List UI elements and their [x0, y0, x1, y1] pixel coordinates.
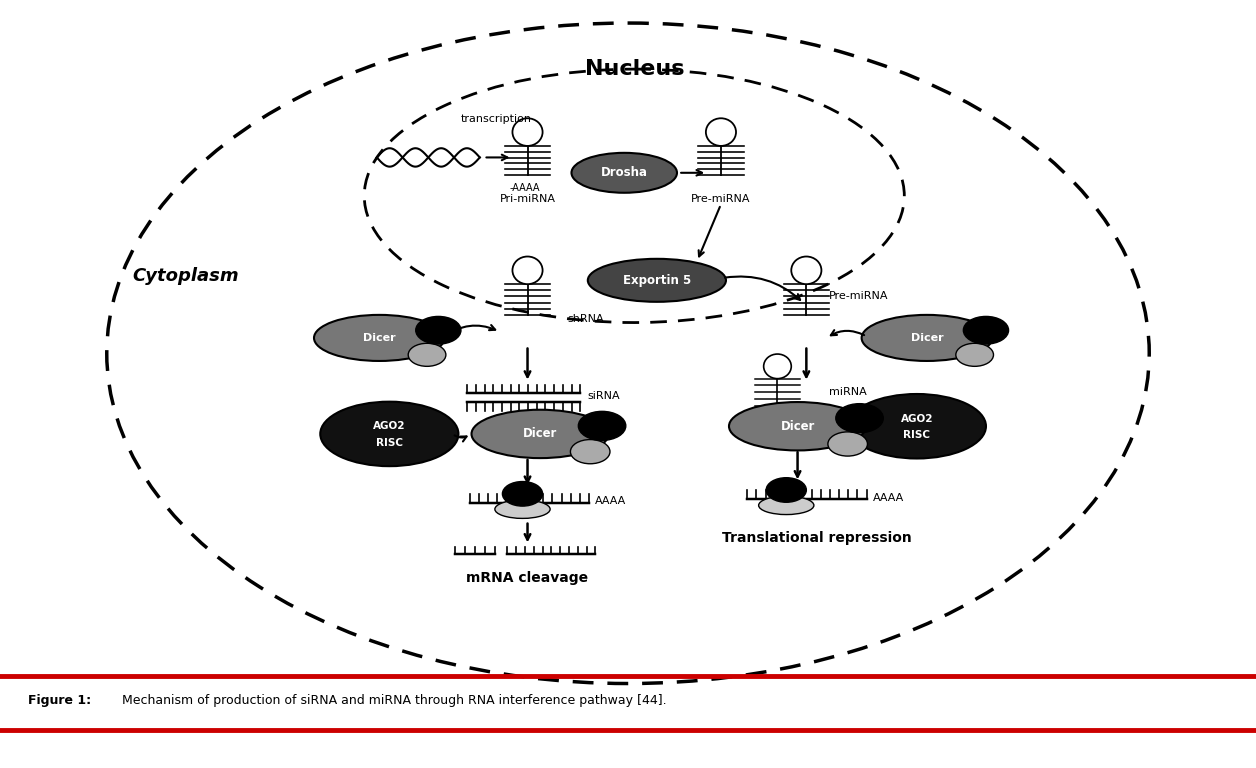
Circle shape	[766, 478, 806, 502]
Ellipse shape	[848, 394, 986, 458]
Ellipse shape	[791, 257, 821, 284]
Text: AGO2: AGO2	[901, 413, 933, 424]
Text: AAAA: AAAA	[595, 495, 627, 506]
Circle shape	[963, 316, 1009, 344]
Ellipse shape	[571, 153, 677, 193]
Text: shRNA: shRNA	[568, 313, 604, 324]
Text: Drosha: Drosha	[600, 167, 648, 179]
Circle shape	[956, 343, 993, 366]
Text: Exportin 5: Exportin 5	[623, 274, 691, 286]
Text: Dicer: Dicer	[522, 428, 558, 440]
Text: siRNA: siRNA	[588, 390, 620, 401]
Ellipse shape	[588, 259, 726, 302]
Text: RISC: RISC	[903, 430, 931, 441]
Text: -AAAA: -AAAA	[510, 183, 540, 193]
Ellipse shape	[314, 315, 445, 361]
Circle shape	[578, 412, 625, 440]
Ellipse shape	[759, 496, 814, 515]
Ellipse shape	[728, 402, 867, 450]
Circle shape	[502, 482, 543, 506]
Ellipse shape	[471, 410, 609, 458]
Ellipse shape	[764, 354, 791, 379]
Ellipse shape	[706, 118, 736, 146]
Circle shape	[416, 316, 461, 344]
Text: Pri-miRNA: Pri-miRNA	[500, 194, 555, 204]
Circle shape	[835, 404, 883, 432]
Ellipse shape	[320, 402, 458, 466]
Text: Dicer: Dicer	[911, 333, 943, 343]
Text: AAAA: AAAA	[873, 492, 904, 503]
Circle shape	[570, 439, 610, 464]
Ellipse shape	[364, 69, 904, 323]
Text: Pre-miRNA: Pre-miRNA	[691, 194, 751, 204]
Ellipse shape	[107, 23, 1149, 684]
Text: Translational repression: Translational repression	[721, 531, 912, 545]
Ellipse shape	[512, 257, 543, 284]
Text: miRNA: miRNA	[829, 386, 867, 397]
Text: transcription: transcription	[461, 114, 531, 124]
Text: Pre-miRNA: Pre-miRNA	[829, 290, 888, 301]
Text: Nucleus: Nucleus	[584, 59, 685, 79]
Circle shape	[408, 343, 446, 366]
Text: AGO2: AGO2	[373, 421, 406, 432]
Ellipse shape	[512, 118, 543, 146]
Text: Cytoplasm: Cytoplasm	[133, 267, 239, 286]
Ellipse shape	[495, 500, 550, 518]
Ellipse shape	[862, 315, 992, 361]
Text: Dicer: Dicer	[780, 420, 815, 432]
Text: Figure 1:: Figure 1:	[28, 694, 90, 707]
Text: Dicer: Dicer	[363, 333, 396, 343]
Text: mRNA cleavage: mRNA cleavage	[466, 571, 589, 584]
Circle shape	[828, 432, 868, 456]
Text: Mechanism of production of siRNA and miRNA through RNA interference pathway [44]: Mechanism of production of siRNA and miR…	[118, 694, 667, 707]
Text: RISC: RISC	[376, 438, 403, 449]
